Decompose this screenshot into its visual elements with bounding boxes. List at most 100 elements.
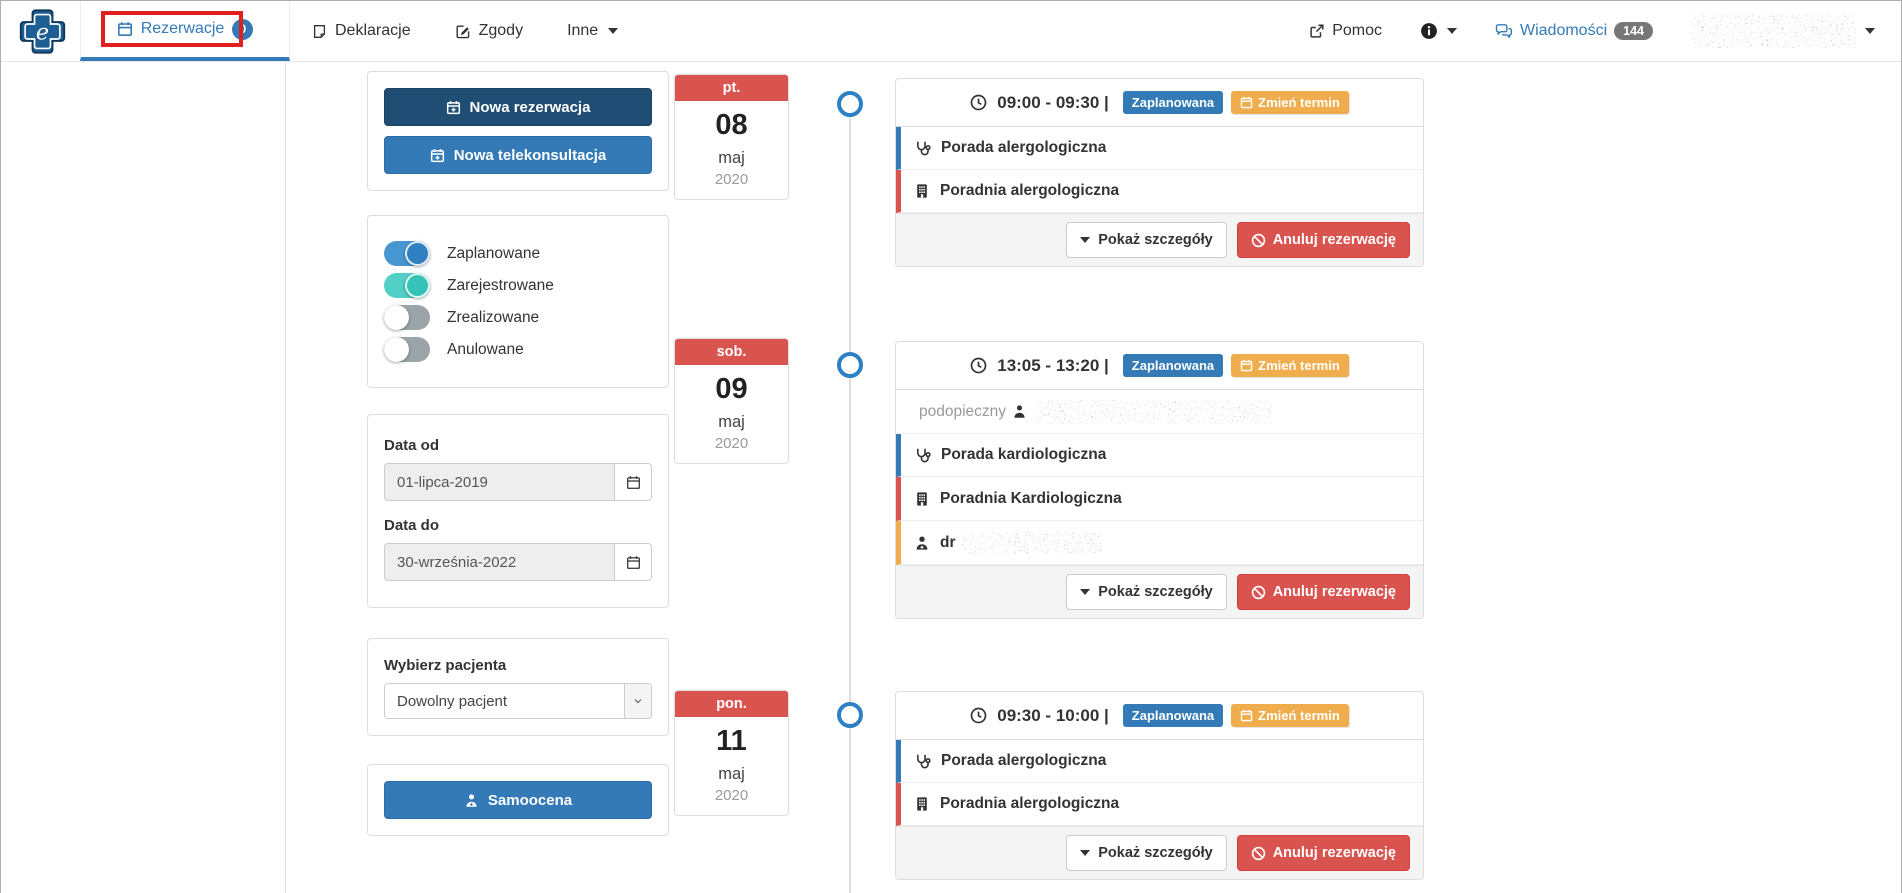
cross-logo-icon: e: [19, 8, 66, 54]
change-term-button[interactable]: Zmień termin: [1231, 704, 1349, 727]
new-teleconsultation-button[interactable]: Nowa telekonsultacja: [384, 136, 652, 174]
navbar-right: Pomoc Wiadomości 144: [1309, 1, 1901, 61]
status-badge: Zaplanowana: [1122, 704, 1224, 727]
service-name: Porada alergologiczna: [941, 139, 1107, 156]
help-link[interactable]: Pomoc: [1309, 22, 1382, 40]
clinic-name: Poradnia alergologiczna: [940, 795, 1120, 812]
tab-deklaracje[interactable]: Deklaracje: [290, 1, 433, 61]
tab-label: Inne: [567, 22, 599, 39]
person-icon: [1014, 405, 1025, 418]
filter-row-zarejestrowane: Zarejestrowane: [384, 273, 652, 298]
appointment-card: 09:00 - 09:30 | Zaplanowana Zmień termin…: [895, 78, 1424, 267]
tab-rezerwacje[interactable]: Rezerwacje 0: [80, 1, 290, 61]
cancel-reservation-button[interactable]: Anuluj rezerwację: [1236, 835, 1410, 871]
appointment-header: 09:00 - 09:30 | Zaplanowana Zmień termin: [896, 79, 1423, 127]
appointment-card: 09:30 - 10:00 | Zaplanowana Zmień termin…: [895, 691, 1424, 880]
ward-row: podopieczny: [896, 390, 1423, 434]
date-weekday: pon.: [675, 691, 788, 717]
self-assessment-button[interactable]: Samoocena: [384, 781, 652, 819]
filter-label: Zarejestrowane: [447, 276, 554, 294]
clock-icon: [970, 707, 987, 724]
date-from-label: Data od: [384, 437, 440, 454]
toggle-anulowane[interactable]: [384, 337, 430, 362]
caret-down-icon: [1080, 237, 1091, 243]
change-term-button[interactable]: Zmień termin: [1231, 354, 1349, 377]
calendar-icon: [626, 555, 640, 569]
stethoscope-icon: [917, 141, 931, 155]
filter-label: Zrealizowane: [447, 308, 540, 326]
service-row: Porada kardiologiczna: [896, 434, 1423, 477]
appointment-time: 13:05 - 13:20 |: [997, 355, 1109, 375]
calendar-icon: [117, 22, 132, 36]
show-details-button[interactable]: Pokaż szczegóły: [1066, 574, 1227, 610]
self-assessment-panel: Samoocena: [367, 764, 669, 836]
cancel-reservation-button[interactable]: Anuluj rezerwację: [1236, 222, 1410, 258]
calendar-icon: [1240, 709, 1253, 722]
service-name: Porada kardiologiczna: [941, 446, 1107, 463]
calendar-plus-icon: [430, 148, 444, 162]
show-details-label: Pokaż szczegóły: [1098, 232, 1213, 248]
chat-icon: [1495, 24, 1512, 39]
main-tabs: Rezerwacje 0 Deklaracje Zgody Inne: [80, 1, 640, 61]
patient-select[interactable]: Dowolny pacjent: [384, 683, 652, 719]
doctor-prefix: dr: [940, 533, 956, 551]
cancel-reservation-label: Anuluj rezerwację: [1272, 845, 1396, 861]
cancel-reservation-button[interactable]: Anuluj rezerwację: [1236, 574, 1410, 610]
status-badge: Zaplanowana: [1122, 354, 1224, 377]
info-dropdown[interactable]: [1420, 22, 1457, 40]
toggle-knob: [384, 305, 409, 330]
toggle-knob: [384, 337, 409, 362]
appointment-header: 13:05 - 13:20 | Zaplanowana Zmień termin: [896, 342, 1423, 390]
redacted-patient-name: [1037, 399, 1273, 424]
change-term-button[interactable]: Zmień termin: [1231, 91, 1349, 114]
date-weekday: sob.: [675, 339, 788, 365]
tab-zgody[interactable]: Zgody: [433, 1, 545, 61]
toggle-zrealizowane[interactable]: [384, 305, 430, 330]
service-row: Porada alergologiczna: [896, 740, 1423, 783]
filter-label: Zaplanowane: [447, 244, 541, 262]
filter-label: Anulowane: [447, 340, 524, 358]
toggle-knob: [405, 273, 430, 298]
service-name: Porada alergologiczna: [941, 752, 1107, 769]
timeline-dot: [837, 702, 863, 728]
appointment-card: 13:05 - 13:20 | Zaplanowana Zmień termin…: [895, 341, 1424, 619]
patient-select-label: Wybierz pacjenta: [384, 657, 507, 674]
show-details-button[interactable]: Pokaż szczegóły: [1066, 835, 1227, 871]
date-from-calendar-button[interactable]: [614, 463, 652, 501]
new-reservation-button[interactable]: Nowa rezerwacja: [384, 88, 652, 126]
date-to-calendar-button[interactable]: [614, 543, 652, 581]
toggle-zaplanowane[interactable]: [384, 241, 430, 266]
show-details-button[interactable]: Pokaż szczegóły: [1066, 222, 1227, 258]
show-details-label: Pokaż szczegóły: [1098, 584, 1213, 600]
messages-link[interactable]: Wiadomości 144: [1495, 21, 1653, 41]
app-logo[interactable]: e: [1, 1, 80, 61]
filter-row-zaplanowane: Zaplanowane: [384, 241, 652, 266]
cancel-reservation-label: Anuluj rezerwację: [1272, 584, 1396, 600]
clock-icon: [970, 357, 987, 374]
tab-count-badge: 0: [232, 18, 254, 40]
date-card: pon. 11 maj 2020: [674, 690, 789, 816]
redacted-user-name: [1691, 14, 1856, 48]
tab-label: Zgody: [478, 22, 524, 39]
status-filters-panel: Zaplanowane Zarejestrowane Zrealizowane …: [367, 215, 669, 388]
date-to-input[interactable]: [384, 543, 614, 581]
user-menu[interactable]: [1691, 14, 1875, 48]
caret-down-icon: [608, 28, 619, 34]
redacted-doctor-name: [961, 531, 1102, 554]
tab-inne[interactable]: Inne: [545, 1, 640, 61]
date-day: 09: [715, 373, 748, 405]
timeline-dot: [837, 91, 863, 117]
date-month: maj: [718, 764, 745, 783]
info-icon: [1421, 23, 1437, 39]
date-from-input[interactable]: [384, 463, 614, 501]
self-assessment-label: Samoocena: [487, 791, 573, 809]
timeline-dot: [837, 352, 863, 378]
hospital-icon: [917, 184, 927, 198]
external-link-icon: [1310, 24, 1324, 38]
date-month: maj: [718, 412, 745, 431]
logo-letter: e: [36, 19, 49, 45]
navbar: e Rezerwacje 0 Deklaracje: [1, 1, 1901, 62]
calendar-icon: [1240, 96, 1253, 109]
toggle-zarejestrowane[interactable]: [384, 273, 430, 298]
change-term-label: Zmień termin: [1258, 358, 1340, 373]
